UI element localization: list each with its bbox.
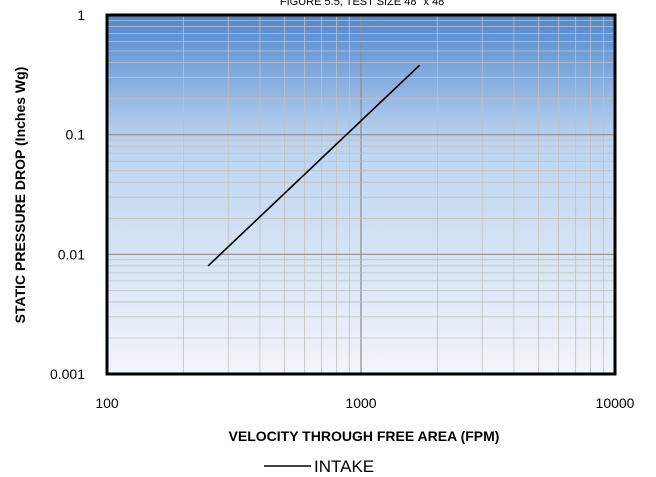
series-line-intake — [207, 64, 421, 267]
y-axis-title: STATIC PRESSURE DROP (Inches Wg) — [12, 67, 28, 324]
y-tick-labels: 0.001 0.01 0.1 1 — [50, 7, 85, 382]
plot-frame — [105, 13, 617, 376]
x-axis-title: VELOCITY THROUGH FREE AREA (FPM) — [229, 428, 500, 444]
x-tick-label: 10000 — [596, 395, 635, 411]
y-tick-label: 0.1 — [66, 127, 86, 143]
y-tick-label: 1 — [77, 7, 85, 23]
series-layer — [207, 64, 421, 267]
chart-title: FIGURE 5.5, TEST SIZE 48" x 48" — [280, 0, 448, 8]
y-tick-label: 0.001 — [50, 366, 85, 382]
x-tick-label: 100 — [95, 395, 119, 411]
y-tick-label: 0.01 — [58, 246, 85, 262]
x-tick-label: 1000 — [345, 395, 376, 411]
legend: INTAKE — [264, 457, 374, 476]
legend-label-intake: INTAKE — [314, 457, 374, 476]
x-tick-labels: 100 1000 10000 — [95, 395, 634, 411]
grid-lines — [107, 15, 615, 374]
